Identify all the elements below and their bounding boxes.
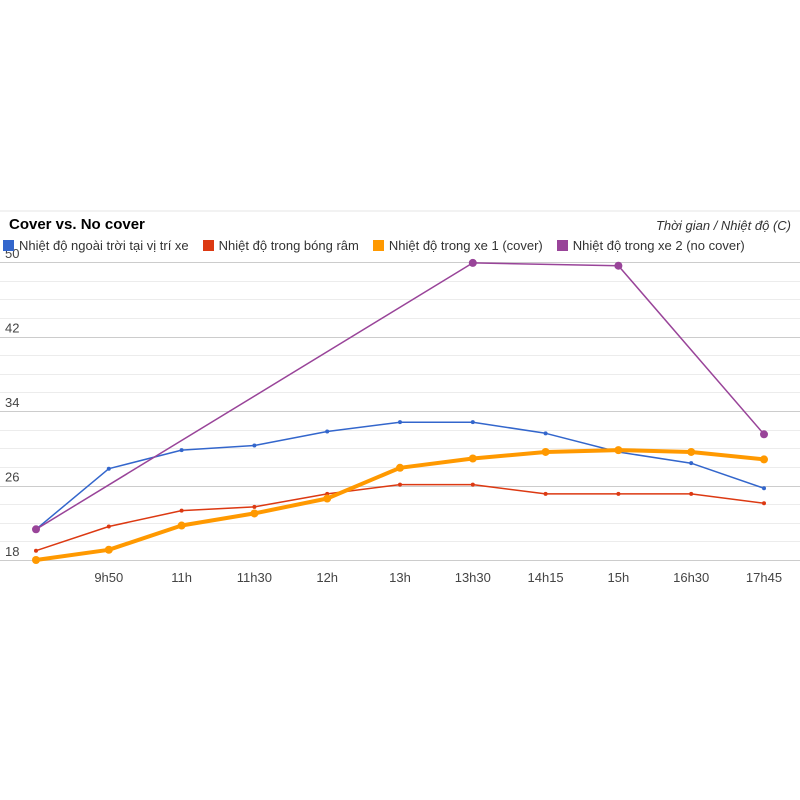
data-point [689,461,694,466]
data-point [325,429,330,434]
series-line [35,483,765,552]
x-tick-label: 16h30 [673,570,709,585]
data-point [179,448,184,453]
x-tick-label: 11h [171,570,192,585]
x-tick-label: 17h45 [746,570,782,585]
y-tick-label: 26 [5,470,19,485]
legend-item[interactable]: Nhiệt độ trong xe 2 (no cover) [556,238,745,253]
legend-swatch [202,240,214,251]
legend-label: Nhiệt độ trong xe 2 (no cover) [572,238,745,253]
chart-axis-note: Thời gian / Nhiệt độ (C) [655,218,791,233]
x-tick-label: 9h50 [94,570,123,585]
data-point [543,491,548,496]
data-point [616,491,621,496]
data-point [252,504,257,509]
series-line [35,262,765,531]
data-point [398,420,402,425]
series-2 [34,482,766,553]
data-point [106,466,111,471]
legend-swatch [556,240,568,251]
data-point [179,508,184,513]
legend-item[interactable]: Nhiệt độ trong bóng râm [202,238,359,253]
x-tick-label: 12h [316,570,338,585]
data-point [323,494,332,503]
data-point [762,501,766,506]
legend-swatch [372,240,384,251]
data-point [177,521,186,530]
series-1 [34,420,766,532]
data-point [614,261,623,270]
data-point [760,430,768,439]
legend-label: Nhiệt độ ngoài trời tại vị trí xe [19,238,189,253]
chart-title: Cover vs. No cover [9,216,145,233]
legend-item[interactable]: Nhiệt độ trong xe 1 (cover) [372,238,543,253]
x-tick-label: 13h [389,570,411,585]
data-point [250,509,259,518]
y-tick-label: 18 [5,544,19,559]
chart-frame: 18 26 34 42 50 9h50 11h 11h30 12h 13h 13h30 14h15 1… [0,210,800,590]
x-tick-label: 14h15 [528,570,564,585]
data-point [32,556,40,564]
legend-label: Nhiệt độ trong xe 1 (cover) [388,238,543,253]
data-point [760,455,768,464]
data-point [252,443,257,448]
data-point [32,525,40,534]
data-point [687,447,696,456]
data-point [541,447,550,456]
data-point [104,545,113,554]
data-point [689,491,694,496]
legend: Nhiệt độ ngoài trời tại vị trí xe Nhiệt đ… [3,238,759,256]
legend-label: Nhiệt độ trong bóng râm [218,238,359,253]
legend-swatch [3,240,14,251]
series-3 [32,446,768,564]
data-point [762,486,766,491]
x-tick-label: 11h30 [237,570,272,585]
data-point [614,446,623,455]
y-tick-label: 34 [5,395,19,410]
x-tick-label: 15h [608,570,630,585]
data-point [470,420,475,425]
data-point [106,524,111,529]
data-point [398,482,402,487]
legend-item[interactable]: Nhiệt độ ngoài trời tại vị trí xe [3,238,189,253]
series-4 [32,258,768,534]
data-point [470,482,475,487]
y-tick-label: 42 [5,321,19,336]
data-point [468,258,477,267]
data-point [543,431,548,436]
x-tick-label: 13h30 [455,570,491,585]
data-point [468,454,477,463]
data-point [396,463,404,472]
data-point [34,548,38,553]
series-line [35,421,765,531]
